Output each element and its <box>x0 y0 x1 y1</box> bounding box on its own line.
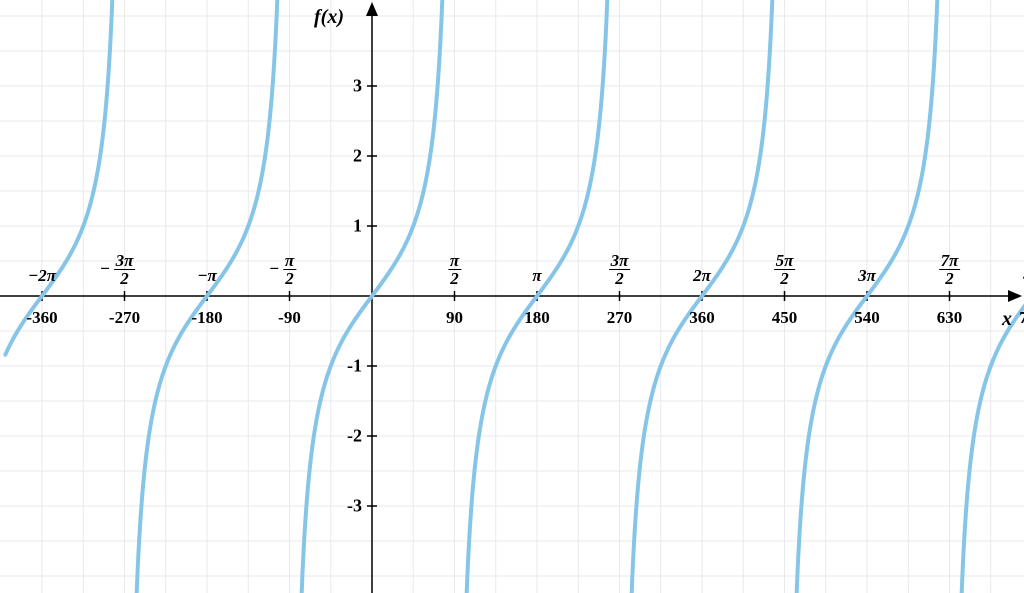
x-tick-deg--270: -270 <box>109 308 140 328</box>
x-tick-deg-180: 180 <box>524 308 550 328</box>
x-tick-pi--180: −π <box>197 266 217 286</box>
x-tick-pi-450: 5π2 <box>774 252 796 287</box>
x-tick-deg-540: 540 <box>854 308 880 328</box>
x-tick-deg--360: -360 <box>26 308 57 328</box>
y-tick-1: 1 <box>353 216 362 237</box>
chart-svg <box>0 0 1024 593</box>
y-tick--3: -3 <box>347 496 362 517</box>
x-tick-deg-270: 270 <box>607 308 633 328</box>
x-tick-deg-90: 90 <box>446 308 463 328</box>
y-tick--2: -2 <box>347 426 362 447</box>
tangent-chart: −2π-360−3π2-270−π-180−π2-90π290π1803π227… <box>0 0 1024 593</box>
x-tick-deg-720: 720 <box>1019 308 1024 328</box>
x-tick-deg-450: 450 <box>772 308 798 328</box>
y-tick-3: 3 <box>353 76 362 97</box>
x-axis-label: x <box>1002 308 1012 331</box>
x-tick-pi--90: −π2 <box>283 252 296 287</box>
y-axis-label: f(x) <box>314 6 344 29</box>
x-tick-pi-270: 3π2 <box>609 252 631 287</box>
x-tick-pi--360: −2π <box>28 266 56 286</box>
x-tick-pi-630: 7π2 <box>939 252 961 287</box>
x-tick-pi-180: π <box>532 266 541 286</box>
y-tick--1: -1 <box>347 356 362 377</box>
x-tick-pi-360: 2π <box>693 266 711 286</box>
x-tick-deg-360: 360 <box>689 308 715 328</box>
y-tick-2: 2 <box>353 146 362 167</box>
x-tick-deg-630: 630 <box>937 308 963 328</box>
x-tick-deg--90: -90 <box>278 308 301 328</box>
x-tick-pi-540: 3π <box>858 266 876 286</box>
x-tick-deg--180: -180 <box>191 308 222 328</box>
x-tick-pi-90: π2 <box>448 252 461 287</box>
x-tick-pi--270: −3π2 <box>114 252 136 287</box>
